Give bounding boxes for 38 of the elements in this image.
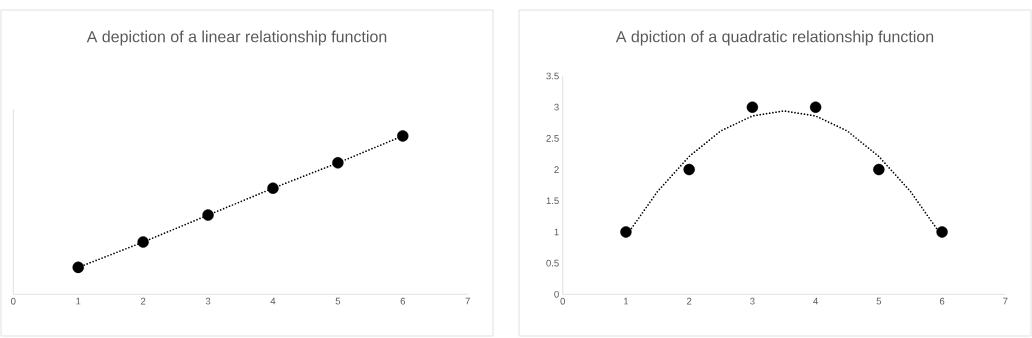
point <box>202 209 214 221</box>
point <box>137 236 149 248</box>
point <box>72 261 84 274</box>
y-tick-label: 3 <box>554 103 559 111</box>
x-tick-label: 6 <box>939 297 945 305</box>
x-tick-label: 5 <box>335 297 341 305</box>
x-tick-label: 5 <box>876 297 882 305</box>
x-tick-label: 2 <box>686 297 692 305</box>
x-tick-label: 7 <box>1003 297 1008 305</box>
y-tick-label: 2 <box>554 166 559 173</box>
y-tick-label: 0.5 <box>546 259 559 267</box>
point <box>809 101 822 113</box>
x-tick-label: 7 <box>465 297 470 305</box>
point <box>936 226 948 238</box>
point <box>620 226 632 238</box>
point <box>332 157 344 169</box>
point <box>683 163 695 176</box>
x-tick-label: 4 <box>270 297 276 305</box>
point <box>746 101 759 113</box>
x-tick-label: 3 <box>750 297 755 305</box>
chart-title: A dpiction of a quadratic relationship function <box>615 30 934 46</box>
x-tick-label: 4 <box>813 297 818 305</box>
x-tick-label: 1 <box>76 297 81 305</box>
y-tick-label: 3.5 <box>546 72 559 80</box>
x-tick-label: 3 <box>205 297 211 305</box>
y-tick-label: 0 <box>554 290 559 298</box>
x-tick-label: 0 <box>560 297 565 305</box>
x-tick-label: 1 <box>624 297 629 305</box>
y-tick-label: 1.5 <box>546 197 559 205</box>
x-tick-label: 2 <box>140 297 146 305</box>
x-tick-label: 0 <box>11 297 16 305</box>
chart-title: A depiction of a linear relationship function <box>86 30 387 46</box>
point <box>397 130 409 142</box>
point <box>873 163 885 176</box>
x-tick-label: 6 <box>400 297 406 305</box>
y-tick-label: 2.5 <box>546 135 559 142</box>
y-tick-label: 1 <box>554 228 559 236</box>
point <box>267 182 279 194</box>
